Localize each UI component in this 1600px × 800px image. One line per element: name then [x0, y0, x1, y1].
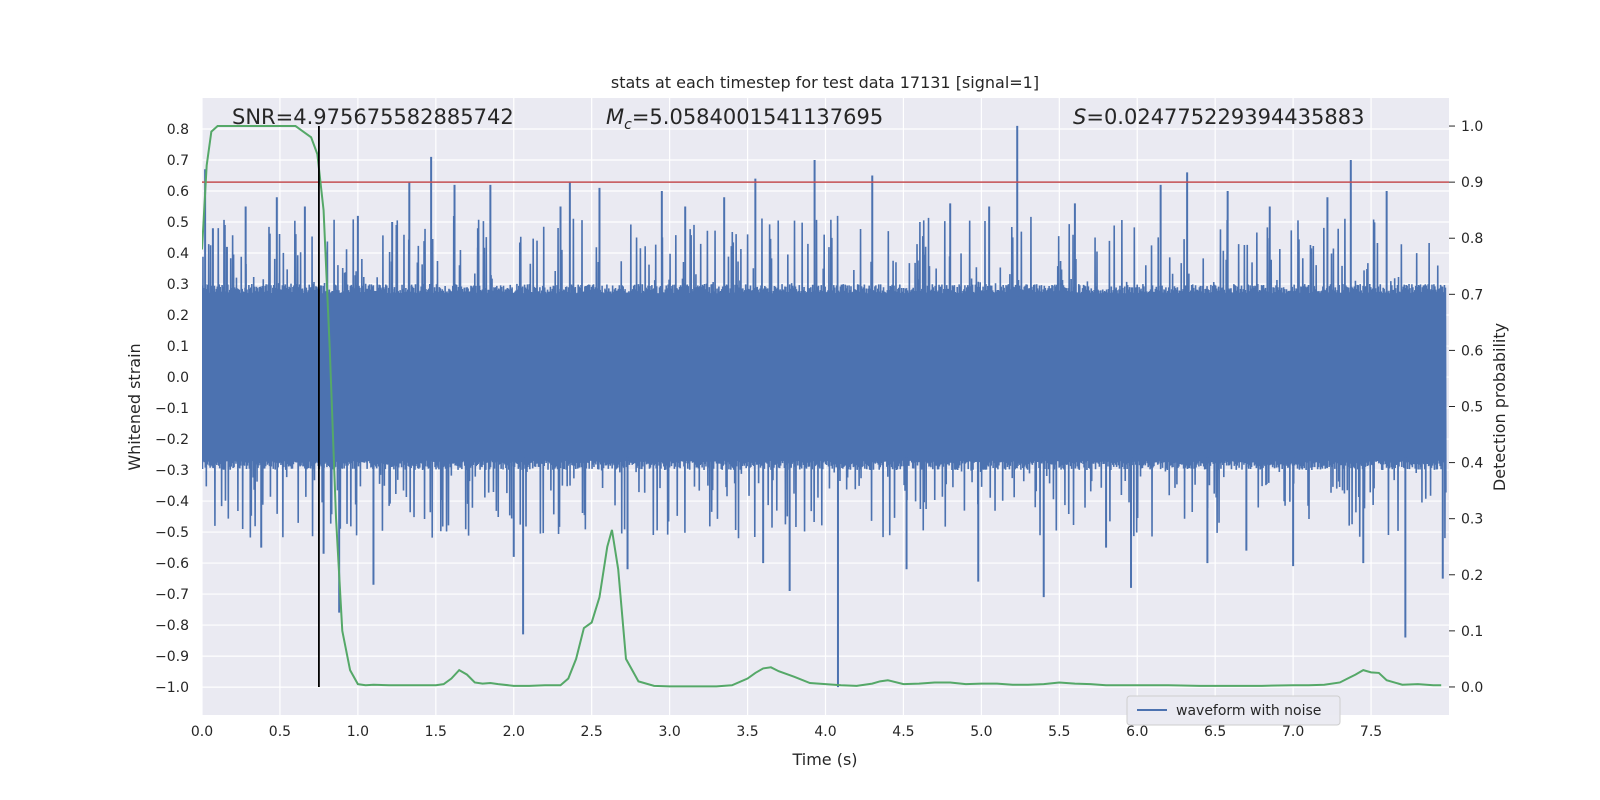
y-right-tick-label: 0.3 — [1461, 512, 1483, 528]
y-left-tick-label: 0.1 — [167, 339, 189, 355]
y-left-tick-label: −0.6 — [155, 556, 189, 572]
x-tick-label: 7.0 — [1282, 724, 1304, 740]
y-right-tick-label: 1.0 — [1461, 119, 1483, 135]
detection-probability-line — [202, 125, 1442, 688]
chirp-mass-annotation: Mc=5.0584001541137695 — [606, 105, 883, 133]
x-tick-label: 2.0 — [503, 724, 525, 740]
y-left-tick-label: −0.5 — [155, 525, 189, 541]
y-right-tick-label: 0.8 — [1461, 231, 1483, 247]
y-right-tick-label: 0.1 — [1461, 624, 1483, 640]
y-left-axis-label: Whitened strain — [125, 343, 144, 470]
y-right-tick-label: 0.2 — [1461, 568, 1483, 584]
chirp-mass-value: =5.0584001541137695 — [632, 105, 883, 129]
chart-title: stats at each timestep for test data 171… — [611, 73, 1039, 92]
x-tick-label: 6.0 — [1126, 724, 1148, 740]
snr-annotation: SNR=4.975675582885742 — [232, 105, 514, 129]
s-annotation: S=0.024775229394435883 — [1073, 105, 1364, 129]
s-value: =0.024775229394435883 — [1086, 105, 1364, 129]
y-left-tick-label: −0.2 — [155, 432, 189, 448]
y-left-tick-label: 0.2 — [167, 308, 189, 324]
x-tick-label: 3.5 — [736, 724, 758, 740]
y-right-tick-label: 0.7 — [1461, 287, 1483, 303]
y-left-tick-label: 0.0 — [167, 370, 189, 386]
y-left-tick-label: 0.7 — [167, 153, 189, 169]
s-symbol: S — [1073, 105, 1086, 129]
x-axis-label: Time (s) — [791, 750, 857, 769]
legend: waveform with noise — [1126, 695, 1341, 726]
y-left-tick-label: 0.8 — [167, 122, 189, 138]
waveform-band — [202, 296, 1446, 458]
y-left-tick-label: −0.8 — [155, 618, 189, 634]
y-left-tick-label: −0.7 — [155, 587, 189, 603]
y-right-axis-ticks: 1.0 0.9 0.8 0.7 0.6 0.5 0.4 0.3 0.2 0.1 0.0 — [1449, 119, 1483, 696]
x-tick-label: 5.0 — [970, 724, 992, 740]
x-tick-label: 0.0 — [191, 724, 213, 740]
y-left-axis-ticks: 0.8 0.7 0.6 0.5 0.4 0.3 0.2 0.1 0.0 −0.1 −0.2 −0.3 −… — [155, 122, 189, 696]
y-right-tick-label: 0.4 — [1461, 456, 1483, 472]
y-left-tick-label: −1.0 — [155, 680, 189, 696]
x-tick-label: 4.5 — [892, 724, 914, 740]
x-tick-label: 6.5 — [1204, 724, 1226, 740]
y-right-tick-label: 0.6 — [1461, 343, 1483, 359]
x-tick-label: 7.5 — [1360, 724, 1382, 740]
y-right-axis-label: Detection probability — [1490, 323, 1509, 491]
x-tick-label: 3.0 — [658, 724, 680, 740]
y-left-tick-label: 0.4 — [167, 246, 189, 262]
waveform-series — [202, 125, 1447, 688]
y-left-tick-label: 0.6 — [167, 184, 189, 200]
chirp-mass-symbol: M — [606, 105, 624, 129]
y-left-tick-label: −0.1 — [155, 401, 189, 417]
x-tick-label: 1.5 — [425, 724, 447, 740]
y-left-tick-label: −0.9 — [155, 649, 189, 665]
y-right-tick-label: 0.5 — [1461, 400, 1483, 416]
y-right-tick-label: 0.9 — [1461, 175, 1483, 191]
y-right-tick-label: 0.0 — [1461, 680, 1483, 696]
x-tick-label: 0.5 — [269, 724, 291, 740]
x-tick-label: 1.0 — [347, 724, 369, 740]
y-left-tick-label: 0.3 — [167, 277, 189, 293]
x-axis-ticks: 0.0 0.5 1.0 1.5 2.0 2.5 3.0 3.5 4.0 4.5 5.0 5.5 6.0 6… — [191, 724, 1382, 740]
chirp-mass-subscript: c — [624, 117, 632, 133]
x-tick-label: 4.0 — [814, 724, 836, 740]
y-left-tick-label: −0.3 — [155, 463, 189, 479]
legend-label: waveform with noise — [1176, 703, 1321, 719]
y-left-tick-label: 0.5 — [167, 215, 189, 231]
x-tick-label: 2.5 — [581, 724, 603, 740]
x-tick-label: 5.5 — [1048, 724, 1070, 740]
legend-box — [1126, 695, 1341, 726]
y-left-tick-label: −0.4 — [155, 494, 189, 510]
